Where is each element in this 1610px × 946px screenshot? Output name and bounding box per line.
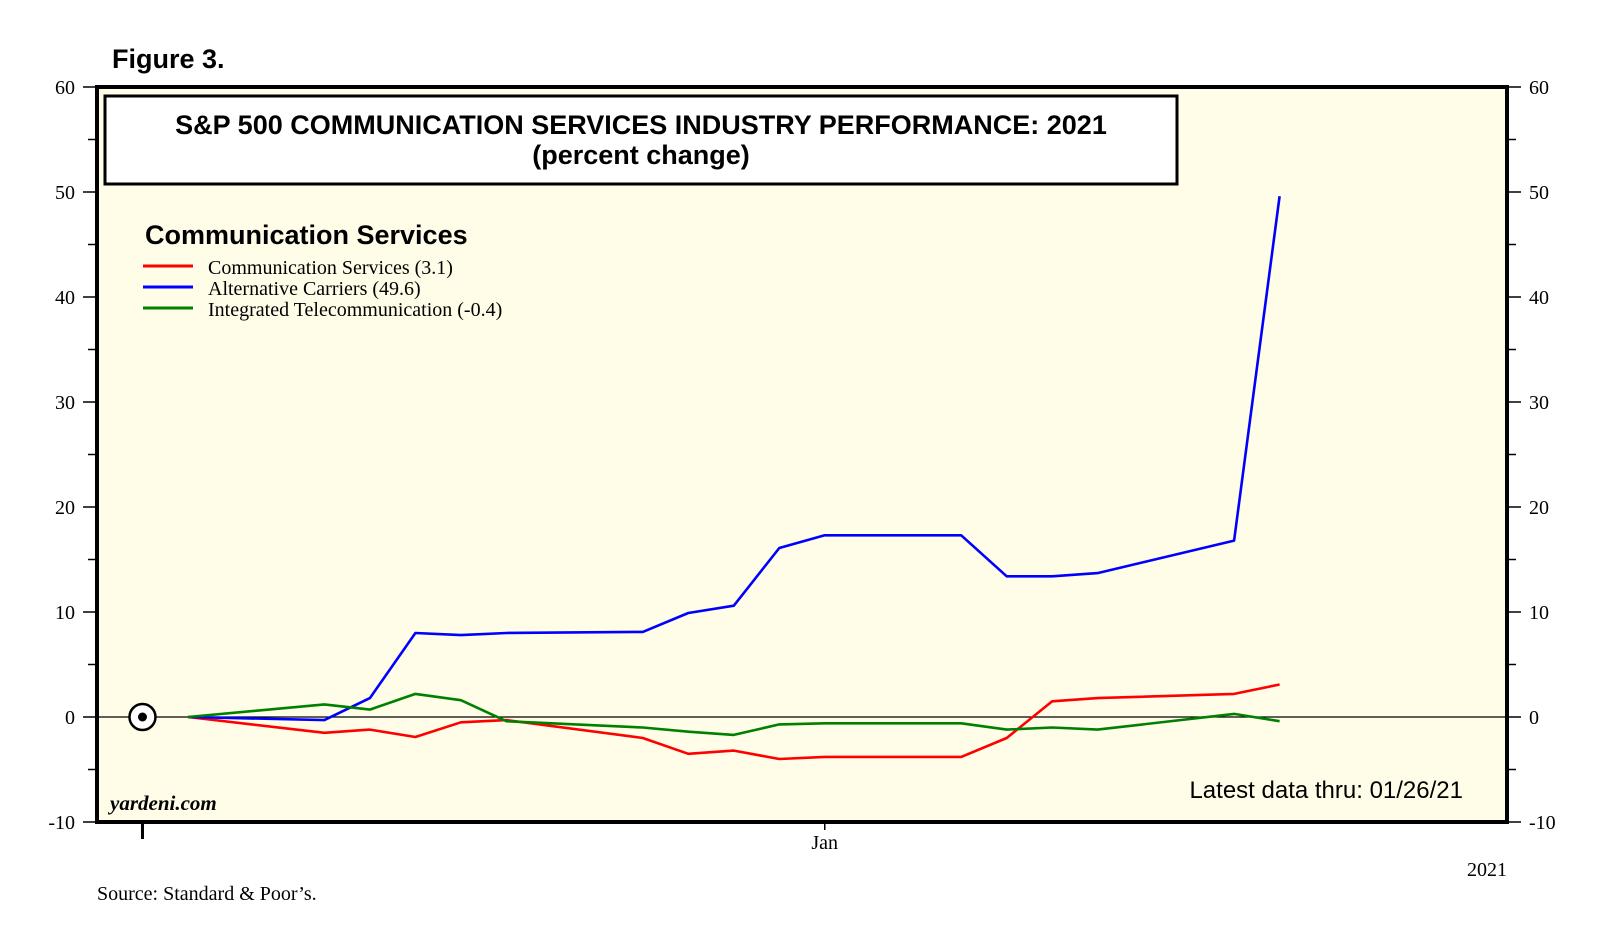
axis-ticks: -10 -10 0 0 10 10 20 20 30 30 40 40 50 50 60 60 — [48, 77, 1556, 839]
series-line-alternative-carriers — [187, 196, 1281, 722]
plot-frame — [95, 85, 1509, 824]
year-label: 2021 — [1467, 859, 1507, 881]
figure-label: Figure 3. — [112, 44, 225, 74]
y-tick-label-right: 60 — [1529, 77, 1549, 99]
legend-heading: Communication Services — [145, 220, 468, 250]
chart-subtitle: (percent change) — [532, 140, 750, 170]
start-marker-dot — [137, 712, 147, 722]
y-tick-label-right: 10 — [1529, 602, 1549, 624]
legend-label-communication-services: Communication Services (3.1) — [208, 257, 453, 279]
y-tick-label-left: 20 — [55, 497, 75, 519]
y-tick-label-right: 0 — [1529, 707, 1539, 729]
plot-background — [97, 87, 1507, 822]
start-marker — [128, 702, 157, 732]
series-line-integrated-telecommunication — [187, 692, 1280, 737]
y-tick-label-right: 30 — [1529, 392, 1549, 414]
chart-title: S&P 500 COMMUNICATION SERVICES INDUSTRY … — [175, 110, 1107, 140]
legend-label-alternative-carriers: Alternative Carriers (49.6) — [208, 278, 421, 300]
y-tick-label-left: 10 — [55, 602, 75, 624]
title-box: S&P 500 COMMUNICATION SERVICES INDUSTRY … — [103, 94, 1179, 186]
brand-watermark: yardeni.com — [107, 791, 217, 815]
x-tick-label-jan: Jan — [811, 832, 838, 854]
y-tick-label-right: -10 — [1529, 812, 1556, 834]
series-layer — [187, 196, 1281, 761]
series-line-communication-services — [187, 683, 1280, 761]
y-tick-label-left: 40 — [55, 287, 75, 309]
legend: Communication Services Communication Ser… — [143, 220, 502, 321]
y-tick-label-left: -10 — [48, 812, 75, 834]
y-tick-label-right: 50 — [1529, 182, 1549, 204]
y-tick-label-right: 20 — [1529, 497, 1549, 519]
latest-data-note: Latest data thru: 01/26/21 — [1189, 777, 1463, 804]
y-tick-label-right: 40 — [1529, 287, 1549, 309]
source-note: Source: Standard & Poor’s. — [97, 883, 317, 905]
y-tick-label-left: 60 — [55, 77, 75, 99]
legend-label-integrated-telecommunication: Integrated Telecommunication (-0.4) — [208, 299, 502, 321]
y-tick-label-left: 0 — [65, 707, 75, 729]
y-tick-label-left: 30 — [55, 392, 75, 414]
y-tick-label-left: 50 — [55, 182, 75, 204]
